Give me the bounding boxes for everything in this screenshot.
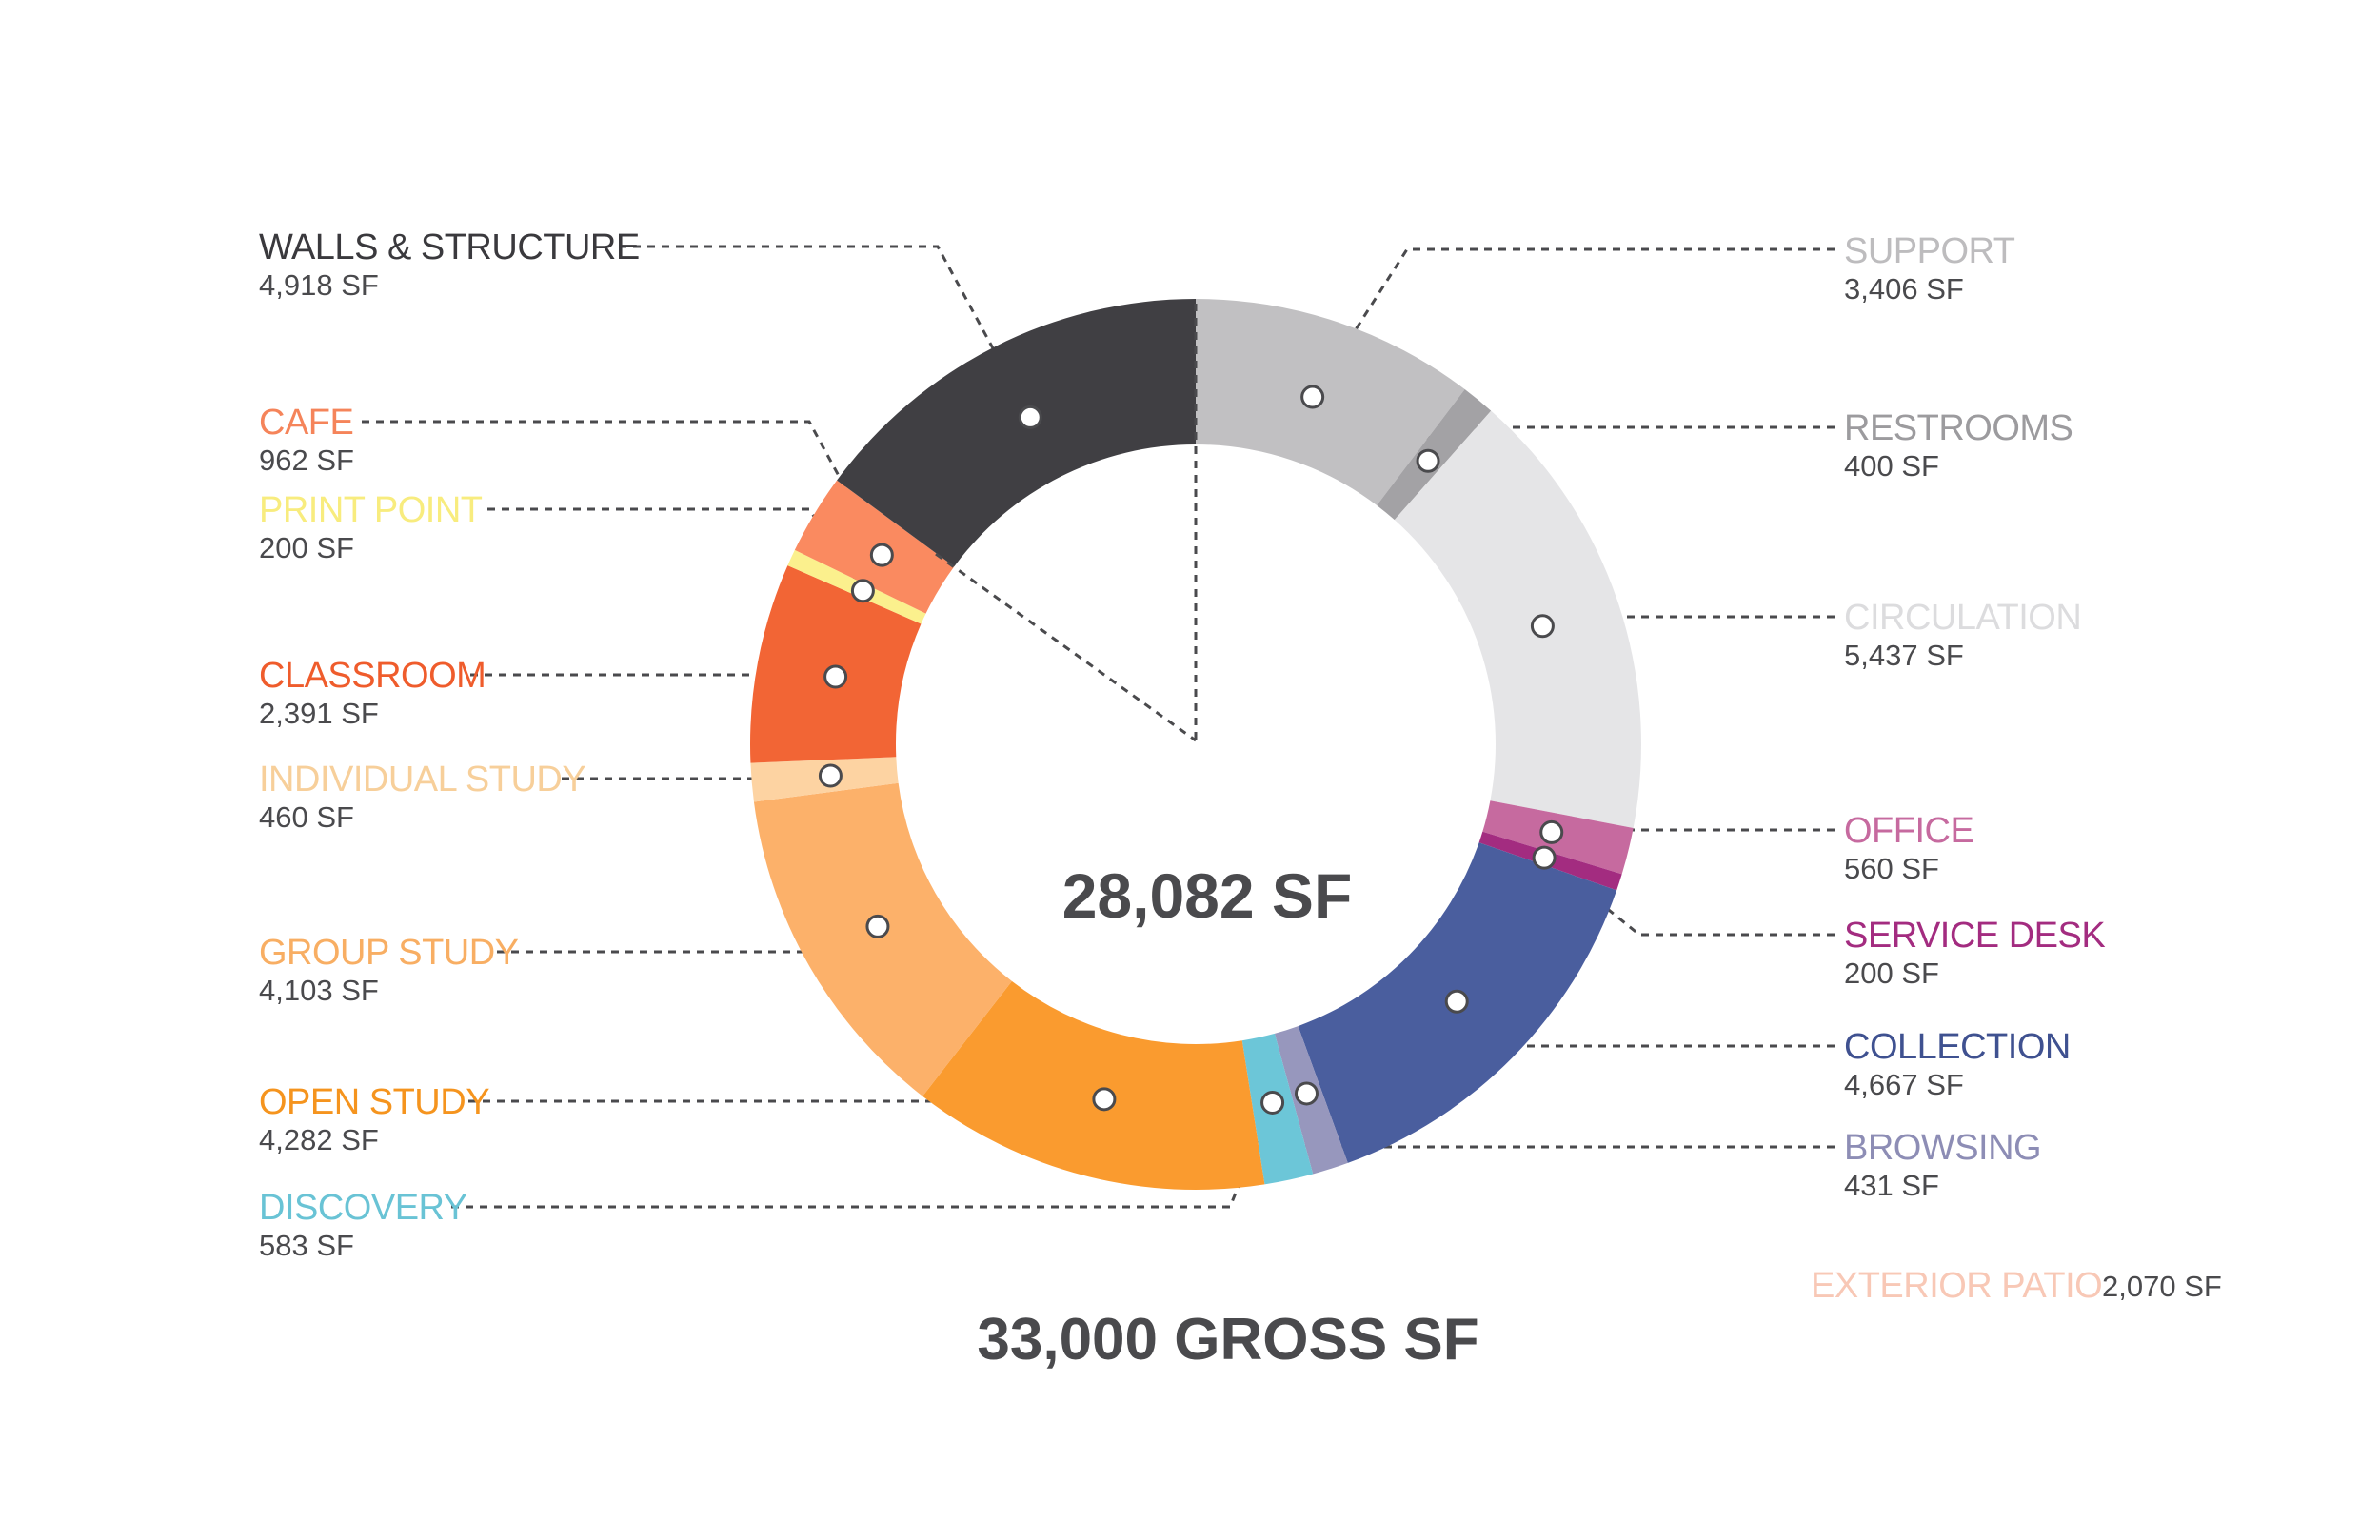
value-group-study: 4,103 SF bbox=[259, 974, 379, 1007]
label-service-desk: SERVICE DESK bbox=[1844, 916, 2105, 956]
callout-dot-browsing bbox=[1294, 1081, 1319, 1106]
label-print-point: PRINT POINT bbox=[259, 490, 483, 530]
center-total-label: 28,082 SF bbox=[1062, 860, 1353, 931]
leader-line-individual-study bbox=[562, 776, 832, 780]
label-group-study: GROUP STUDY bbox=[259, 933, 519, 973]
callout-dot-individual-study bbox=[818, 763, 843, 788]
callout-dots bbox=[818, 385, 1564, 1115]
label-support: SUPPORT bbox=[1844, 231, 2015, 271]
value-collection: 4,667 SF bbox=[1844, 1068, 1964, 1101]
label-discovery: DISCOVERY bbox=[259, 1188, 467, 1228]
value-browsing: 431 SF bbox=[1844, 1169, 1939, 1202]
callout-dot-walls-and-structure bbox=[1018, 405, 1042, 429]
label-walls-and-structure: WALLS & STRUCTURE bbox=[259, 227, 640, 267]
label-restrooms: RESTROOMS bbox=[1844, 408, 2073, 448]
walls-wedge-line-diagonal bbox=[935, 552, 1197, 742]
value-individual-study: 460 SF bbox=[259, 800, 354, 834]
callout-dot-discovery bbox=[1260, 1090, 1285, 1115]
value-open-study: 4,282 SF bbox=[259, 1123, 379, 1156]
callout-dot-office bbox=[1539, 819, 1564, 844]
exterior-patio-label: EXTERIOR PATIO bbox=[1811, 1266, 2102, 1306]
slice-circulation bbox=[1394, 410, 1642, 828]
label-collection: COLLECTION bbox=[1844, 1027, 2071, 1067]
chart-title: 33,000 GROSS SF bbox=[977, 1307, 1478, 1372]
label-cafe: CAFE bbox=[259, 403, 353, 443]
label-office: OFFICE bbox=[1844, 811, 1973, 851]
leader-line-classroom bbox=[470, 673, 838, 677]
value-walls-and-structure: 4,918 SF bbox=[259, 268, 379, 302]
label-circulation: CIRCULATION bbox=[1844, 598, 2081, 638]
slice-classroom bbox=[749, 565, 922, 763]
callout-dot-support bbox=[1300, 385, 1325, 409]
label-classroom: CLASSROOM bbox=[259, 656, 486, 696]
label-open-study: OPEN STUDY bbox=[259, 1082, 489, 1122]
label-browsing: BROWSING bbox=[1844, 1128, 2041, 1168]
callout-dot-circulation bbox=[1530, 614, 1555, 639]
callout-dot-print-point bbox=[850, 579, 875, 603]
slice-walls-and-structure bbox=[837, 299, 1196, 567]
value-cafe: 962 SF bbox=[259, 444, 354, 477]
callout-dot-cafe bbox=[869, 543, 894, 567]
value-print-point: 200 SF bbox=[259, 531, 354, 564]
slice-open-study bbox=[922, 980, 1265, 1191]
label-individual-study: INDIVIDUAL STUDY bbox=[259, 760, 585, 800]
value-classroom: 2,391 SF bbox=[259, 697, 379, 730]
leader-line-discovery bbox=[451, 1101, 1274, 1209]
value-circulation: 5,437 SF bbox=[1844, 639, 1964, 672]
value-support: 3,406 SF bbox=[1844, 272, 1964, 306]
callout-dot-restrooms bbox=[1416, 448, 1440, 473]
exterior-patio-value: 2,070 SF bbox=[2102, 1270, 2222, 1303]
callout-dot-open-study bbox=[1092, 1087, 1117, 1112]
value-discovery: 583 SF bbox=[259, 1229, 354, 1262]
callout-dot-collection bbox=[1444, 989, 1469, 1014]
callout-dot-group-study bbox=[865, 914, 890, 938]
value-service-desk: 200 SF bbox=[1844, 957, 1939, 990]
slice-support bbox=[1196, 299, 1465, 505]
value-restrooms: 400 SF bbox=[1844, 449, 1939, 483]
value-office: 560 SF bbox=[1844, 852, 1939, 885]
callout-dot-classroom bbox=[823, 664, 848, 689]
slice-group-study bbox=[753, 782, 1012, 1096]
callout-dot-service-desk bbox=[1532, 845, 1557, 870]
